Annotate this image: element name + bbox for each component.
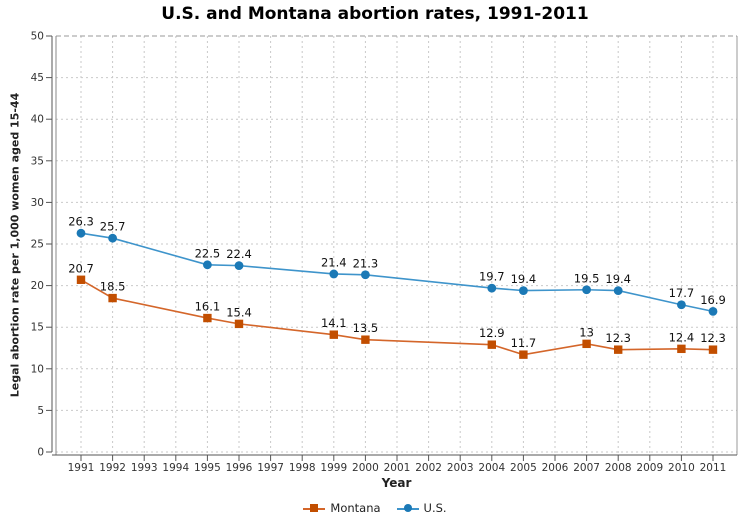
point-U.S.-2008 xyxy=(613,286,623,295)
point-U.S.-2000 xyxy=(361,270,370,280)
value-label-Montana-2008: 12.3 xyxy=(605,331,631,345)
y-tick-label: 25 xyxy=(31,239,44,251)
square-marker-icon xyxy=(303,503,326,514)
y-tick-label: 40 xyxy=(31,114,44,126)
y-tick-label: 5 xyxy=(37,405,44,417)
value-label-U.S.-1991: 26.3 xyxy=(68,215,94,229)
point-U.S.-1996 xyxy=(234,261,244,271)
point-Montana-2007 xyxy=(582,339,591,349)
point-U.S.-2005 xyxy=(519,286,528,295)
value-label-U.S.-1995: 22.5 xyxy=(195,246,221,260)
x-tick-label: 1996 xyxy=(226,462,253,474)
y-tick-label: 10 xyxy=(31,363,44,375)
y-tick-label: 15 xyxy=(31,322,44,334)
value-label-U.S.-1992: 25.7 xyxy=(100,220,126,234)
x-tick-label: 2011 xyxy=(700,462,727,474)
value-label-U.S.-2010: 17.7 xyxy=(669,286,695,300)
x-tick-label: 2001 xyxy=(384,462,411,474)
point-Montana-1991 xyxy=(76,275,86,284)
legend-item-u-s-: U.S. xyxy=(396,501,447,515)
point-U.S.-2010 xyxy=(677,300,686,310)
value-label-Montana-2000: 13.5 xyxy=(353,321,379,335)
value-label-Montana-2011: 12.3 xyxy=(700,331,726,345)
x-tick-label: 2006 xyxy=(542,462,569,474)
point-Montana-1992 xyxy=(108,293,117,303)
y-tick-label: 0 xyxy=(37,447,44,459)
point-U.S.-1995 xyxy=(203,260,212,270)
y-tick-label: 20 xyxy=(31,280,44,292)
series-line-U.S. xyxy=(80,232,714,313)
x-tick-label: 1995 xyxy=(194,462,221,474)
y-tick-label: 30 xyxy=(31,197,44,209)
legend-marker xyxy=(310,504,319,512)
point-Montana-1996 xyxy=(234,319,244,329)
x-tick-label: 2002 xyxy=(415,462,442,474)
point-U.S.-1992 xyxy=(108,233,117,243)
value-label-U.S.-1999: 21.4 xyxy=(321,255,347,269)
x-tick-label: 1997 xyxy=(257,462,284,474)
point-U.S.-2007 xyxy=(582,285,591,295)
point-U.S.-2011 xyxy=(708,306,718,316)
value-label-Montana-2007: 13 xyxy=(579,325,594,339)
legend-label: U.S. xyxy=(423,501,447,515)
legend-marker xyxy=(403,504,412,512)
value-label-Montana-2010: 12.4 xyxy=(669,330,695,344)
point-Montana-2004 xyxy=(487,340,496,349)
point-Montana-2005 xyxy=(519,350,528,359)
x-tick-label: 1992 xyxy=(99,462,126,474)
x-tick-label: 2004 xyxy=(478,462,505,474)
point-Montana-1999 xyxy=(329,330,338,339)
value-label-Montana-2004: 12.9 xyxy=(479,326,505,340)
point-U.S.-1991 xyxy=(76,228,86,238)
chart-title: U.S. and Montana abortion rates, 1991-20… xyxy=(161,4,589,24)
x-axis-label: Year xyxy=(381,476,412,490)
value-label-U.S.-1996: 22.4 xyxy=(226,247,252,261)
value-label-Montana-2005: 11.7 xyxy=(511,336,537,350)
x-tick-label: 2010 xyxy=(668,462,695,474)
y-tick-label: 35 xyxy=(31,155,44,167)
value-label-U.S.-2007: 19.5 xyxy=(574,271,600,285)
value-label-U.S.-2011: 16.9 xyxy=(700,293,726,307)
value-label-Montana-1995: 16.1 xyxy=(195,300,221,314)
x-tick-label: 1991 xyxy=(68,462,95,474)
point-Montana-2008 xyxy=(614,345,623,354)
x-tick-label: 2003 xyxy=(447,462,474,474)
circle-marker-icon xyxy=(396,503,419,514)
y-tick-label: 50 xyxy=(31,31,44,43)
x-tick-label: 1993 xyxy=(131,462,158,474)
legend: Montana U.S. xyxy=(0,500,750,516)
value-label-U.S.-2005: 19.4 xyxy=(511,272,537,286)
x-tick-label: 1998 xyxy=(289,462,316,474)
point-Montana-2010 xyxy=(677,344,686,354)
value-label-U.S.-2004: 19.7 xyxy=(479,270,505,284)
x-tick-label: 2005 xyxy=(510,462,537,474)
x-tick-label: 1994 xyxy=(162,462,189,474)
value-label-Montana-1996: 15.4 xyxy=(226,305,252,319)
point-U.S.-1999 xyxy=(329,269,339,279)
value-label-Montana-1999: 14.1 xyxy=(321,316,347,330)
series-line-Montana xyxy=(80,279,714,356)
y-tick-label: 45 xyxy=(31,72,44,84)
value-label-U.S.-2008: 19.4 xyxy=(605,272,631,286)
x-tick-label: 2007 xyxy=(573,462,600,474)
x-tick-label: 2008 xyxy=(605,462,632,474)
point-Montana-2000 xyxy=(361,335,370,344)
x-tick-label: 1999 xyxy=(320,462,347,474)
legend-item-montana: Montana xyxy=(303,501,381,515)
x-tick-label: 2009 xyxy=(636,462,663,474)
value-label-U.S.-2000: 21.3 xyxy=(353,256,379,270)
point-Montana-2011 xyxy=(708,345,718,354)
point-Montana-1995 xyxy=(203,313,212,323)
value-label-Montana-1992: 18.5 xyxy=(100,280,126,294)
value-label-Montana-1991: 20.7 xyxy=(68,261,94,275)
point-U.S.-2004 xyxy=(487,283,497,293)
legend-label: Montana xyxy=(330,501,381,515)
x-tick-label: 2000 xyxy=(352,462,379,474)
